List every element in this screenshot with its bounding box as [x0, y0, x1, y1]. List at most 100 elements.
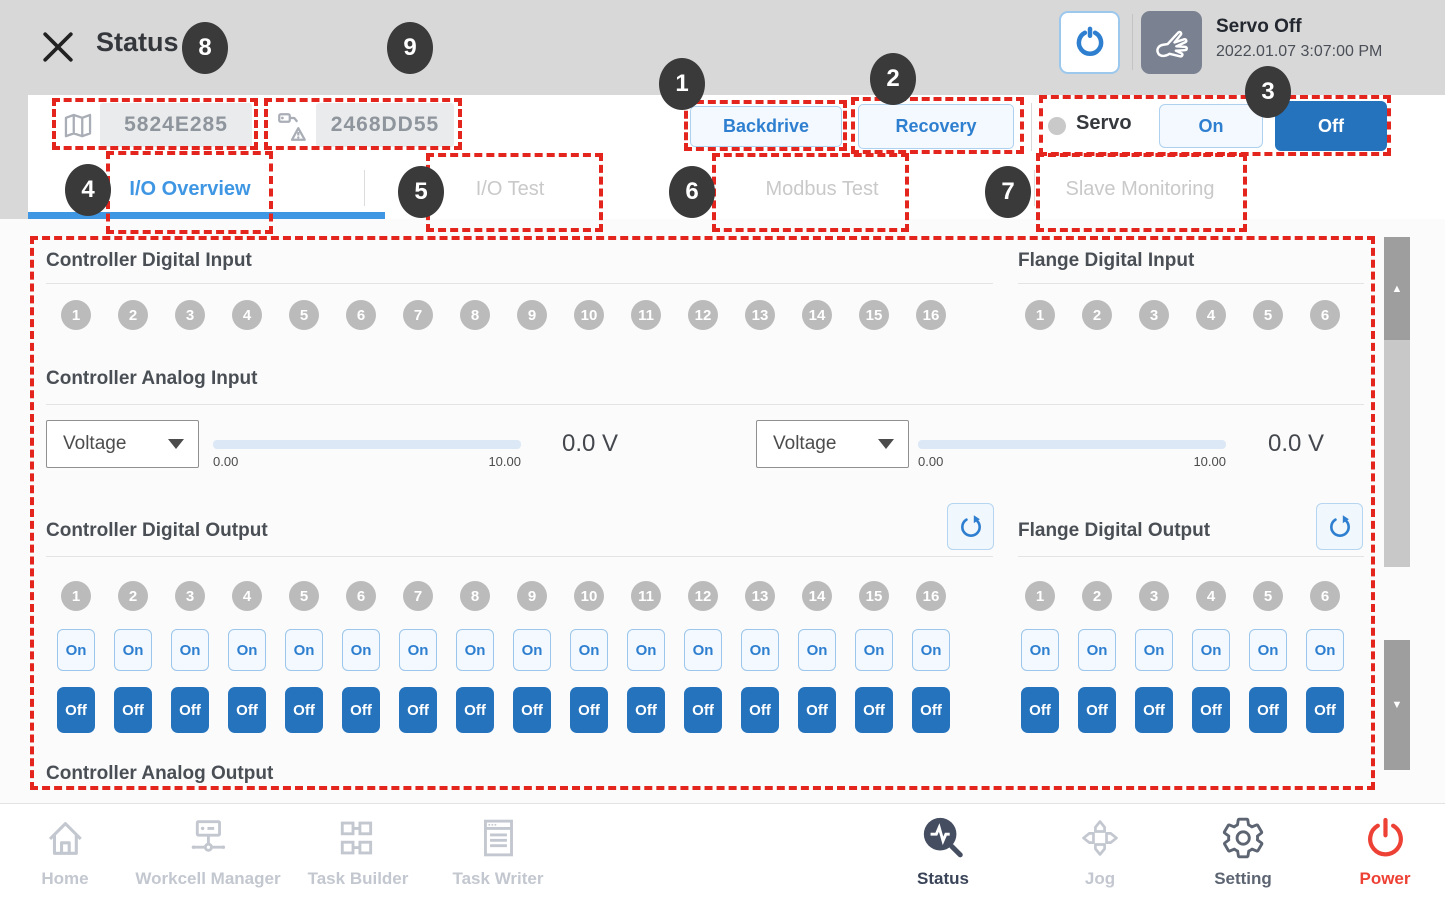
backdrive-button[interactable]: Backdrive — [690, 106, 842, 147]
do-off-button[interactable]: Off — [456, 687, 494, 733]
digital-output-channel: 3 — [1139, 581, 1169, 611]
nav-task-builder[interactable]: Task Builder — [308, 815, 408, 889]
do-off-button[interactable]: Off — [1078, 687, 1116, 733]
do-off-button[interactable]: Off — [912, 687, 950, 733]
header-divider — [1132, 14, 1133, 70]
tab-divider — [1034, 170, 1035, 206]
nav-power[interactable]: Power — [1359, 815, 1411, 889]
do-on-button[interactable]: On — [114, 629, 152, 671]
do-on-button[interactable]: On — [1249, 629, 1287, 671]
scrollbar-down-button[interactable]: ▼ — [1384, 640, 1410, 770]
refresh-controller-output-button[interactable] — [947, 503, 994, 550]
do-off-button[interactable]: Off — [114, 687, 152, 733]
do-on-button[interactable]: On — [171, 629, 209, 671]
do-on-button[interactable]: On — [57, 629, 95, 671]
tab-slave-monitoring[interactable]: Slave Monitoring — [1065, 178, 1215, 200]
digital-input-channel: 5 — [289, 300, 319, 330]
do-off-button[interactable]: Off — [741, 687, 779, 733]
do-off-button[interactable]: Off — [1306, 687, 1344, 733]
do-on-button[interactable]: On — [399, 629, 437, 671]
callout-8: 8 — [182, 22, 228, 74]
do-off-button[interactable]: Off — [285, 687, 323, 733]
callout-9: 9 — [387, 22, 433, 74]
controller-analog-output-title: Controller Analog Output — [46, 763, 274, 784]
do-on-button[interactable]: On — [570, 629, 608, 671]
do-on-button[interactable]: On — [1306, 629, 1344, 671]
digital-output-channel: 8 — [460, 581, 490, 611]
analog-input-mode-select[interactable]: Voltage — [46, 420, 199, 468]
do-on-button[interactable]: On — [1078, 629, 1116, 671]
do-off-button[interactable]: Off — [570, 687, 608, 733]
digital-input-channel: 1 — [1025, 300, 1055, 330]
do-on-button[interactable]: On — [228, 629, 266, 671]
do-off-button[interactable]: Off — [57, 687, 95, 733]
do-off-button[interactable]: Off — [1249, 687, 1287, 733]
task-builder-icon — [335, 815, 381, 861]
nav-jog[interactable]: Jog — [1077, 815, 1123, 889]
digital-input-channel: 11 — [631, 300, 661, 330]
do-on-button[interactable]: On — [513, 629, 551, 671]
do-on-button[interactable]: On — [684, 629, 722, 671]
digital-output-channel: 5 — [289, 581, 319, 611]
recovery-button[interactable]: Recovery — [858, 104, 1014, 149]
digital-output-channel: 16 — [916, 581, 946, 611]
digital-output-channel: 6 — [346, 581, 376, 611]
digital-output-channel: 15 — [859, 581, 889, 611]
digital-output-channel: 2 — [1082, 581, 1112, 611]
analog-input-value: 0.0 V — [562, 430, 619, 457]
tab-io-overview[interactable]: I/O Overview — [129, 178, 251, 200]
refresh-flange-output-button[interactable] — [1316, 503, 1363, 550]
do-off-button[interactable]: Off — [342, 687, 380, 733]
tab-modbus-test[interactable]: Modbus Test — [765, 178, 879, 200]
do-on-button[interactable]: On — [1135, 629, 1173, 671]
do-off-button[interactable]: Off — [228, 687, 266, 733]
scrollbar-up-button[interactable]: ▲ — [1384, 237, 1410, 340]
do-on-button[interactable]: On — [342, 629, 380, 671]
do-on-button[interactable]: On — [285, 629, 323, 671]
do-off-button[interactable]: Off — [684, 687, 722, 733]
divider — [46, 556, 993, 557]
do-off-button[interactable]: Off — [1135, 687, 1173, 733]
do-off-button[interactable]: Off — [855, 687, 893, 733]
digital-input-channel: 15 — [859, 300, 889, 330]
analog-input-gauge — [213, 440, 521, 449]
do-on-button[interactable]: On — [912, 629, 950, 671]
do-off-button[interactable]: Off — [171, 687, 209, 733]
analog-input-mode-select[interactable]: Voltage — [756, 420, 909, 468]
nav-status[interactable]: Status — [917, 815, 969, 889]
header-left-strip — [0, 95, 28, 228]
page-title: Status — [96, 27, 179, 57]
do-off-button[interactable]: Off — [513, 687, 551, 733]
servo-off-button[interactable]: Off — [1275, 101, 1387, 151]
nav-setting[interactable]: Setting — [1214, 815, 1272, 889]
digital-output-channel: 3 — [175, 581, 205, 611]
servo-on-button[interactable]: On — [1159, 104, 1263, 148]
controller-digital-input-row: 1 2 3 4 5 6 7 8 9 10 11 12 13 14 15 16 — [56, 300, 951, 330]
do-on-button[interactable]: On — [855, 629, 893, 671]
nav-home[interactable]: Home — [41, 815, 89, 889]
do-off-button[interactable]: Off — [399, 687, 437, 733]
gripper-button[interactable] — [1059, 11, 1120, 74]
scrollbar-thumb[interactable] — [1384, 340, 1410, 567]
do-off-button[interactable]: Off — [627, 687, 665, 733]
digital-input-channel: 6 — [346, 300, 376, 330]
nav-workcell-manager[interactable]: Workcell Manager — [135, 815, 281, 889]
close-button[interactable] — [36, 25, 80, 69]
do-off-button[interactable]: Off — [1021, 687, 1059, 733]
title-bar — [0, 0, 1445, 95]
do-on-button[interactable]: On — [456, 629, 494, 671]
do-on-button[interactable]: On — [1021, 629, 1059, 671]
do-on-button[interactable]: On — [1192, 629, 1230, 671]
do-on-button[interactable]: On — [741, 629, 779, 671]
active-tab-underline — [28, 212, 385, 219]
servo-label: Servo — [1076, 112, 1132, 134]
do-off-button[interactable]: Off — [1192, 687, 1230, 733]
tab-io-test[interactable]: I/O Test — [475, 178, 545, 200]
gauge-max-label: 10.00 — [1193, 454, 1226, 469]
do-on-button[interactable]: On — [798, 629, 836, 671]
digital-input-channel: 10 — [574, 300, 604, 330]
do-on-button[interactable]: On — [627, 629, 665, 671]
do-off-button[interactable]: Off — [798, 687, 836, 733]
nav-task-writer[interactable]: Task Writer — [452, 815, 544, 889]
